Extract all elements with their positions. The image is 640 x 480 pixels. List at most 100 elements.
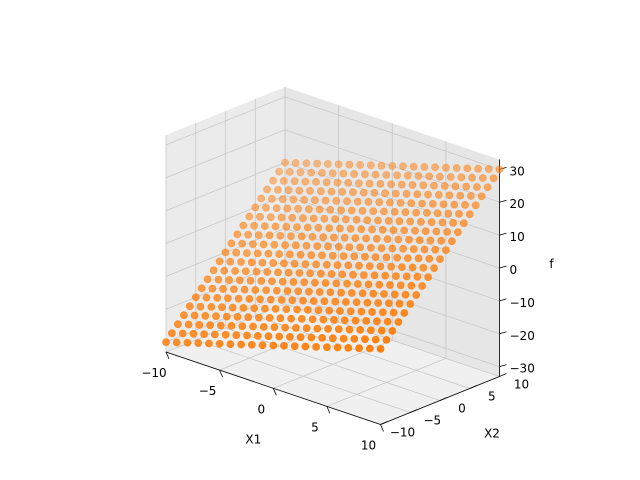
data-point bbox=[237, 340, 245, 349]
data-point bbox=[484, 165, 493, 173]
data-point bbox=[245, 294, 254, 303]
data-point bbox=[291, 159, 300, 167]
data-point bbox=[359, 188, 368, 197]
grid-line-y-floor bbox=[225, 327, 441, 401]
data-point bbox=[431, 163, 439, 172]
data-point bbox=[252, 267, 261, 276]
z-tick-label: 20 bbox=[510, 197, 525, 211]
data-point bbox=[441, 163, 450, 172]
data-point bbox=[341, 215, 350, 224]
data-point bbox=[384, 299, 393, 308]
data-point bbox=[378, 225, 387, 234]
data-point bbox=[406, 217, 415, 226]
data-point bbox=[225, 276, 233, 284]
data-point bbox=[335, 224, 344, 233]
data-point bbox=[364, 280, 373, 289]
data-point bbox=[401, 208, 410, 217]
data-point bbox=[274, 268, 282, 277]
y-tick-label: 0 bbox=[458, 402, 466, 416]
data-point bbox=[290, 342, 299, 351]
data-point bbox=[338, 187, 347, 196]
z-tick-mark bbox=[499, 298, 507, 302]
data-point bbox=[350, 252, 359, 261]
data-point bbox=[441, 246, 450, 254]
grid-line-y-floor bbox=[255, 315, 470, 389]
data-point bbox=[256, 212, 264, 221]
data-point bbox=[239, 221, 248, 230]
data-point bbox=[421, 227, 430, 236]
data-point bbox=[377, 326, 386, 335]
z-tick-label: −30 bbox=[510, 362, 535, 376]
data-point bbox=[366, 326, 375, 335]
data-point bbox=[376, 344, 385, 353]
data-point bbox=[338, 270, 347, 279]
data-point bbox=[232, 248, 241, 257]
data-point bbox=[304, 287, 313, 296]
data-point bbox=[434, 190, 443, 199]
data-point bbox=[383, 317, 392, 326]
data-point bbox=[478, 174, 487, 182]
x-axis-line bbox=[165, 351, 381, 425]
data-point bbox=[375, 198, 384, 207]
data-point bbox=[474, 164, 482, 173]
data-point bbox=[329, 233, 338, 242]
data-point bbox=[320, 297, 329, 306]
data-point bbox=[393, 171, 401, 180]
data-point bbox=[268, 277, 276, 286]
data-point bbox=[301, 342, 310, 351]
data-point bbox=[267, 194, 276, 203]
data-point bbox=[372, 317, 381, 326]
z-tick-mark bbox=[499, 232, 507, 236]
data-point bbox=[380, 290, 388, 298]
data-point bbox=[430, 264, 438, 272]
data-point bbox=[382, 253, 391, 262]
data-point bbox=[215, 339, 224, 348]
data-point bbox=[310, 278, 319, 287]
data-point bbox=[245, 212, 254, 221]
data-point bbox=[371, 335, 380, 344]
data-point bbox=[244, 313, 253, 322]
data-point bbox=[350, 334, 359, 343]
data-point bbox=[449, 218, 457, 227]
data-point bbox=[259, 240, 268, 249]
z-tick-mark bbox=[499, 331, 507, 335]
data-point bbox=[238, 322, 247, 331]
data-point bbox=[378, 308, 387, 317]
data-point bbox=[365, 179, 374, 188]
data-point bbox=[350, 170, 358, 178]
data-point bbox=[322, 343, 331, 352]
data-point bbox=[388, 326, 397, 335]
data-point bbox=[339, 334, 348, 343]
data-point bbox=[250, 221, 258, 230]
data-point bbox=[426, 236, 435, 245]
data-point bbox=[402, 189, 411, 198]
data-point bbox=[414, 254, 423, 263]
data-point bbox=[282, 222, 291, 231]
data-point bbox=[489, 174, 498, 183]
grid-line-z-left bbox=[165, 195, 286, 244]
data-point bbox=[374, 299, 382, 307]
data-point bbox=[316, 269, 325, 278]
data-point bbox=[472, 183, 481, 191]
data-point bbox=[277, 296, 286, 304]
data-point bbox=[260, 304, 269, 313]
data-point bbox=[390, 290, 399, 299]
data-point bbox=[289, 195, 298, 204]
data-point bbox=[334, 160, 343, 169]
data-point bbox=[270, 323, 279, 332]
data-point bbox=[233, 230, 242, 239]
data-point bbox=[302, 324, 311, 333]
data-point bbox=[328, 169, 337, 178]
data-point bbox=[167, 329, 176, 338]
data-point bbox=[334, 325, 343, 334]
data-point bbox=[422, 208, 431, 217]
data-point bbox=[387, 262, 396, 271]
data-point bbox=[220, 266, 229, 275]
data-point bbox=[234, 294, 243, 303]
data-point bbox=[251, 203, 260, 212]
data-point bbox=[282, 305, 291, 314]
data-point bbox=[254, 313, 263, 322]
data-point bbox=[420, 163, 429, 171]
z-axis-label: f bbox=[549, 257, 554, 271]
data-point bbox=[391, 272, 400, 280]
